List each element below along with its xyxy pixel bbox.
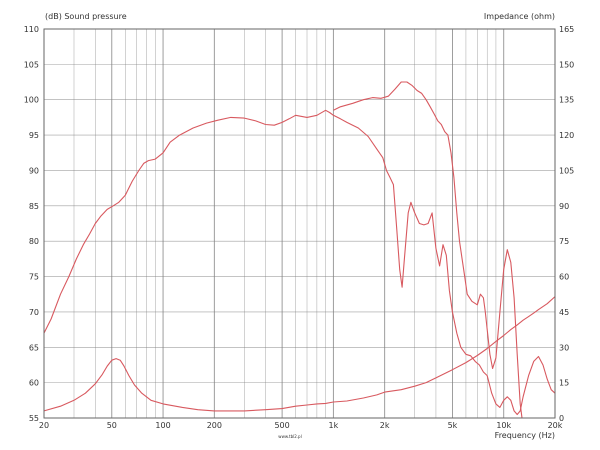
x-tick-label: 1k xyxy=(329,421,339,430)
x-axis-label: Frequency (Hz) xyxy=(495,431,555,440)
x-tick-label: 50 xyxy=(107,421,117,430)
x-tick-label: 2k xyxy=(380,421,390,430)
y2-tick-label: 60 xyxy=(559,273,569,282)
y-tick-label: 85 xyxy=(29,202,39,211)
y-tick-label: 95 xyxy=(29,131,39,140)
x-tick-label: 20 xyxy=(39,421,49,430)
x-tick-label: 20k xyxy=(548,421,563,430)
y-tick-label: 55 xyxy=(29,414,39,423)
y2-tick-label: 90 xyxy=(559,202,569,211)
y-tick-label: 110 xyxy=(24,25,39,34)
y-tick-label: 105 xyxy=(24,60,39,69)
y2-tick-label: 15 xyxy=(559,379,569,388)
y2-tick-label: 75 xyxy=(559,237,569,246)
y2-tick-label: 120 xyxy=(559,131,574,140)
series-line-3 xyxy=(43,296,556,412)
x-tick-label: 200 xyxy=(207,421,222,430)
tick-labels: 55 60 65 70 75 80 85 90 95 100 105 110 0 15 30 45 60 75 90… xyxy=(24,25,575,430)
y2-tick-label: 45 xyxy=(559,308,569,317)
y-axis-label: (dB) Sound pressure xyxy=(45,12,127,21)
y-tick-label: 60 xyxy=(29,379,39,388)
y-tick-label: 90 xyxy=(29,166,39,175)
y2-tick-label: 165 xyxy=(559,25,574,34)
y2-tick-label: 0 xyxy=(559,414,564,423)
x-tick-label: 5k xyxy=(448,421,458,430)
y2-tick-label: 30 xyxy=(559,343,569,352)
x-tick-label: 500 xyxy=(274,421,289,430)
y2-axis-label: Impedance (ohm) xyxy=(484,12,555,21)
y-tick-label: 80 xyxy=(29,237,39,246)
y-tick-label: 70 xyxy=(29,308,39,317)
footer-watermark: www.tbl2.pl xyxy=(278,434,301,439)
series-line-2 xyxy=(333,81,523,419)
series-line-1 xyxy=(43,109,556,416)
y2-tick-label: 150 xyxy=(559,60,574,69)
y2-tick-label: 105 xyxy=(559,166,574,175)
x-tick-label: 10k xyxy=(496,421,511,430)
y-tick-label: 100 xyxy=(24,96,39,105)
x-tick-label: 100 xyxy=(155,421,170,430)
y-tick-label: 75 xyxy=(29,273,39,282)
curves xyxy=(43,81,556,419)
plot-frame xyxy=(43,28,556,419)
y-tick-label: 65 xyxy=(29,343,39,352)
y2-tick-label: 135 xyxy=(559,96,574,105)
